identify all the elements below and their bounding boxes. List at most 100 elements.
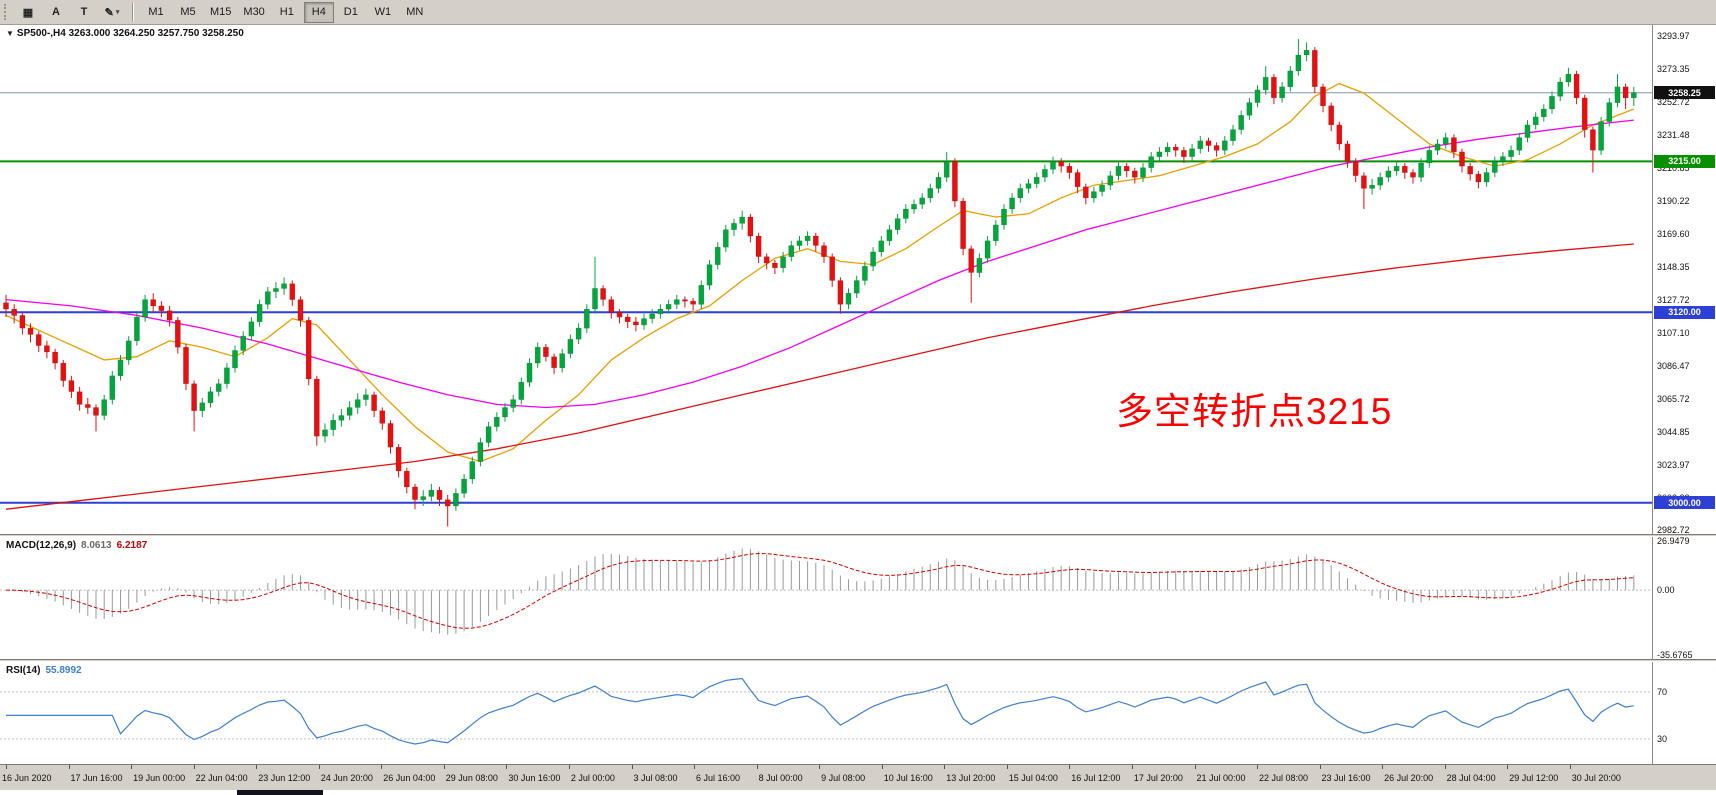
toolbar: ▦ A T ✎ ▾ M1 M5 M15 M30 H1 H4 D1 W1 MN: [0, 0, 1716, 25]
price-tag-level-3000: 3000.00: [1654, 496, 1715, 510]
macd-panel[interactable]: MACD(12,26,9) 8.0613 6.2187: [0, 537, 1652, 659]
rsi-value: 55.8992: [45, 665, 82, 676]
ma-mid-line: [5, 119, 1634, 409]
timeframe-button-h1[interactable]: H1: [279, 6, 294, 18]
text-label-icon[interactable]: A: [52, 6, 60, 18]
time-tick: [881, 765, 883, 769]
macd-signal-value: 6.2187: [116, 540, 148, 551]
macd-plot: [0, 548, 1652, 635]
price-axis-label: 3044.85: [1657, 426, 1690, 437]
time-label: 6 Jul 16:00: [696, 773, 741, 783]
time-tick: [1257, 765, 1258, 769]
time-label: 26 Jul 20:00: [1384, 773, 1434, 783]
chart-window: 3293.97 3273.35 3252.72 3231.48 3210.85 3190.…: [0, 25, 1716, 795]
time-tick: [318, 765, 320, 769]
chart-annotation: 多空转折点3215: [1116, 391, 1393, 432]
draw-tool-icon[interactable]: ✎ ▾: [104, 6, 120, 19]
tool-icons-group: ▦ A T ✎ ▾: [14, 2, 126, 23]
rsi-axis-label: 30: [1657, 733, 1668, 744]
timeframe-button-h4[interactable]: H4: [303, 1, 334, 23]
time-label: 22 Jul 08:00: [1259, 773, 1309, 783]
price-axis[interactable]: 3293.97 3273.35 3252.72 3231.48 3210.85 3190.…: [1652, 25, 1716, 764]
time-axis[interactable]: 16 Jun 2020 17 Jun 16:00 19 Jun 00:00 22 Ju…: [0, 764, 1716, 790]
time-tick: [381, 765, 383, 769]
time-tick: [131, 765, 133, 769]
grid-icon[interactable]: ▦: [22, 6, 34, 19]
timeframe-button-mn[interactable]: MN: [406, 6, 424, 18]
candlestick-plot: [0, 39, 1652, 527]
main-chart-panel[interactable]: ▼ SP500-,H4 3263.000 3264.250 3257.750 32…: [0, 25, 1652, 534]
chart-symbol-ohlc: ▼ SP500-,H4 3263.000 3264.250 3257.750 32…: [6, 28, 244, 39]
macd-signal-line: [5, 552, 1634, 629]
price-axis-label: 3231.48: [1657, 130, 1690, 141]
price-axis-label: 3210.85: [1657, 163, 1690, 173]
time-tick: [631, 765, 633, 769]
time-tick: [506, 765, 508, 769]
time-label: 21 Jul 00:00: [1196, 773, 1246, 783]
time-tick: [1569, 765, 1571, 769]
price-tag-current: 3258.25: [1654, 86, 1715, 100]
price-axis-label: 3065.72: [1657, 393, 1690, 404]
symbol-ohlc-text: SP500-,H4 3263.000 3264.250 3257.750 325…: [16, 28, 244, 39]
timeframe-button-m30[interactable]: M30: [243, 6, 265, 18]
time-tick: [1069, 765, 1071, 769]
timeframe-button-w1[interactable]: W1: [374, 6, 392, 18]
time-tick: [1131, 765, 1133, 769]
macd-axis-label: 0.00: [1657, 585, 1675, 596]
bottom-dark-strip: [237, 790, 323, 795]
text-tool-icon[interactable]: T: [80, 6, 88, 18]
rsi-axis-label: 70: [1657, 686, 1668, 697]
toolbar-grip[interactable]: [4, 4, 9, 20]
price-axis-label: 3023.97: [1657, 459, 1690, 470]
time-label: 29 Jun 08:00: [445, 773, 498, 783]
time-label: 22 Jun 04:00: [195, 773, 248, 783]
timeframe-button-d1[interactable]: D1: [343, 6, 358, 18]
timeframe-buttons-group: M1 M5 M15 M30 H1 H4 D1 W1 MN: [140, 1, 431, 23]
time-label: 28 Jul 04:00: [1446, 773, 1496, 783]
macd-histogram: [13, 548, 1635, 635]
timeframe-button-m15[interactable]: M15: [210, 6, 232, 18]
timeframe-button-m1[interactable]: M1: [148, 6, 164, 18]
timeframe-button-m5[interactable]: M5: [180, 6, 196, 18]
price-axis-label: 3252.72: [1657, 96, 1690, 107]
chart-menu-arrow-icon[interactable]: ▼: [6, 29, 14, 38]
time-label: 30 Jun 16:00: [508, 773, 561, 783]
time-label: 23 Jun 12:00: [258, 773, 311, 783]
candles-layer: [3, 39, 1637, 527]
time-tick: [1194, 765, 1196, 769]
time-tick: [1507, 765, 1509, 769]
price-axis-label: 3107.10: [1657, 327, 1690, 338]
time-tick: [944, 765, 946, 769]
price-axis-label: 3148.35: [1657, 262, 1690, 273]
price-tag-level-3215: 3215.00: [1654, 154, 1715, 168]
time-tick: [443, 765, 445, 769]
macd-main-value: 8.0613: [81, 540, 112, 551]
time-label: 29 Jul 12:00: [1509, 773, 1559, 783]
time-tick: [1444, 765, 1446, 769]
price-axis-label: 3127.72: [1657, 295, 1690, 305]
panel-divider[interactable]: [0, 659, 1716, 662]
time-label: 17 Jun 16:00: [70, 773, 123, 783]
time-label: 19 Jun 00:00: [133, 773, 186, 783]
panel-divider[interactable]: [0, 534, 1716, 537]
time-tick: [1006, 765, 1008, 769]
time-label: 16 Jul 12:00: [1071, 773, 1121, 783]
rsi-name: RSI(14): [6, 665, 41, 676]
time-tick: [256, 765, 258, 769]
time-label: 15 Jul 04:00: [1008, 773, 1058, 783]
rsi-panel[interactable]: RSI(14) 55.8992: [0, 662, 1652, 764]
ma-slow-line: [5, 243, 1634, 510]
price-axis-label: 3086.47: [1657, 360, 1690, 371]
price-axis-label: 3293.97: [1657, 31, 1690, 41]
time-tick: [1319, 765, 1321, 769]
time-tick: [568, 765, 570, 769]
time-tick: [68, 765, 70, 769]
time-label: 30 Jul 20:00: [1571, 773, 1621, 783]
time-label: 3 Jul 08:00: [633, 773, 678, 783]
time-tick: [193, 765, 195, 769]
rsi-line: [6, 677, 1634, 745]
time-tick: [756, 765, 758, 769]
rsi-label: RSI(14) 55.8992: [6, 665, 82, 676]
time-label: 26 Jun 04:00: [383, 773, 436, 783]
macd-name: MACD(12,26,9): [6, 540, 77, 551]
